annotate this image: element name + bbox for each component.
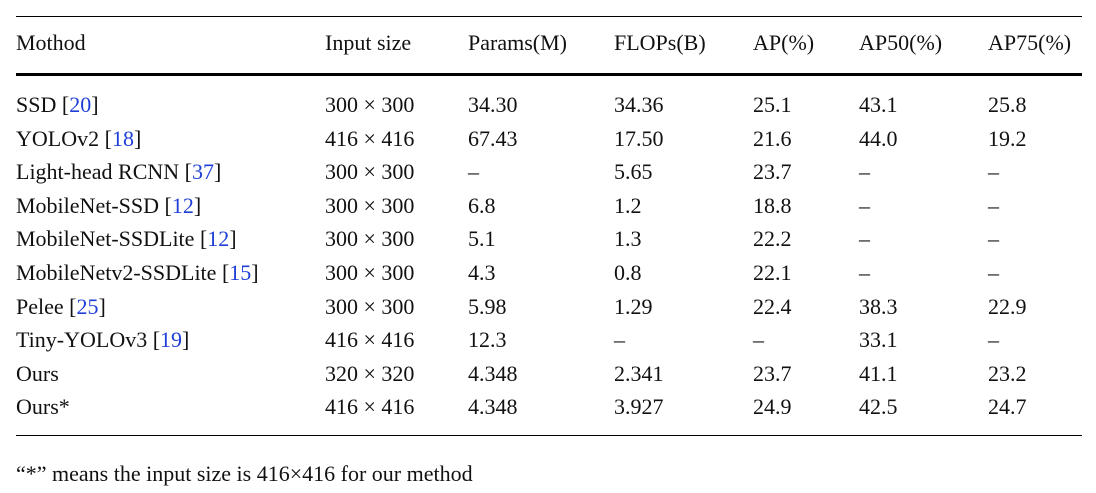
- cell-ap75: 23.2: [988, 360, 1027, 386]
- cell-params: 4.348: [468, 360, 518, 386]
- cell-params: –: [468, 159, 479, 185]
- cell-input-size: 416 × 416: [325, 394, 415, 420]
- cell-flops: 2.341: [614, 360, 664, 386]
- header-ap50: AP50(%): [859, 30, 943, 55]
- cell-flops: 0.8: [614, 260, 642, 285]
- cell-method: Tiny-YOLOv3 [19]: [16, 327, 190, 353]
- cell-ap75: 25.8: [988, 92, 1027, 117]
- header-method: Mothod: [16, 30, 86, 55]
- method-name: Ours: [16, 360, 59, 386]
- cell-method: MobileNet-SSD [12]: [16, 192, 202, 218]
- cell-method: MobileNetv2-SSDLite [15]: [16, 260, 259, 285]
- cell-params: 34.30: [468, 92, 518, 117]
- cell-method: Pelee [25]: [16, 293, 106, 319]
- citation-link[interactable]: 15: [229, 260, 252, 285]
- cell-params: 5.98: [468, 293, 507, 319]
- cell-ap50: –: [859, 226, 870, 252]
- method-name: Pelee: [16, 293, 64, 319]
- cell-ap50: 33.1: [859, 327, 898, 353]
- citation-link[interactable]: 12: [207, 226, 230, 252]
- cell-method: SSD [20]: [16, 92, 99, 117]
- cell-method: Ours: [16, 361, 59, 387]
- cell-params: 6.8: [468, 192, 496, 218]
- method-name: Tiny-YOLOv3: [16, 327, 148, 353]
- cell-ap: 23.7: [753, 360, 792, 386]
- cell-ap: 23.7: [753, 159, 792, 185]
- cell-ap50: –: [859, 192, 870, 218]
- cell-method: Light-head RCNN [37]: [16, 159, 222, 185]
- cell-flops: 17.50: [614, 125, 664, 151]
- cell-ap75: –: [988, 192, 999, 218]
- cell-ap50: 43.1: [859, 92, 898, 117]
- cell-input-size: 300 × 300: [325, 260, 415, 285]
- cell-input-size: 300 × 300: [325, 159, 415, 185]
- cell-params: 67.43: [468, 125, 518, 151]
- cell-input-size: 320 × 320: [325, 360, 415, 386]
- cell-input-size: 300 × 300: [325, 226, 415, 252]
- cell-ap: 18.8: [753, 192, 792, 218]
- top-rule: [16, 16, 1082, 18]
- bottom-rule: [16, 435, 1082, 437]
- cell-ap75: –: [988, 159, 999, 185]
- citation-link[interactable]: 12: [171, 192, 194, 218]
- citation-link[interactable]: 20: [69, 92, 92, 117]
- citation-link[interactable]: 25: [76, 293, 99, 319]
- cell-ap75: 24.7: [988, 394, 1027, 420]
- cell-input-size: 416 × 416: [325, 327, 415, 353]
- cell-input-size: 300 × 300: [325, 293, 415, 319]
- cell-params: 12.3: [468, 327, 507, 353]
- citation-link[interactable]: 19: [160, 327, 183, 353]
- cell-ap: 22.2: [753, 226, 792, 252]
- cell-ap: 22.1: [753, 260, 792, 285]
- cell-ap75: 22.9: [988, 293, 1027, 319]
- method-name: Light-head RCNN: [16, 159, 180, 185]
- cell-ap75: –: [988, 260, 999, 285]
- cell-method: MobileNet-SSDLite [12]: [16, 226, 237, 252]
- method-name: MobileNetv2-SSDLite: [16, 260, 217, 285]
- cell-flops: 5.65: [614, 159, 653, 185]
- citation-link[interactable]: 37: [191, 159, 214, 185]
- cell-ap: 25.1: [753, 92, 792, 117]
- cell-ap75: –: [988, 327, 999, 353]
- method-name: MobileNet-SSD: [16, 192, 159, 218]
- cell-flops: –: [614, 327, 625, 353]
- cell-ap50: 42.5: [859, 394, 898, 420]
- cell-params: 4.3: [468, 260, 496, 285]
- cell-ap50: –: [859, 159, 870, 185]
- cell-flops: 1.3: [614, 226, 642, 252]
- cell-ap50: 44.0: [859, 125, 898, 151]
- cell-flops: 34.36: [614, 92, 664, 117]
- cell-input-size: 300 × 300: [325, 192, 415, 218]
- header-flops: FLOPs(B): [614, 30, 706, 55]
- cell-params: 5.1: [468, 226, 496, 252]
- cell-method: YOLOv2 [18]: [16, 125, 142, 151]
- cell-ap75: 19.2: [988, 125, 1027, 151]
- header-rule: [16, 73, 1082, 76]
- header-ap75: AP75(%): [988, 30, 1072, 55]
- method-name: YOLOv2: [16, 125, 100, 151]
- cell-flops: 3.927: [614, 394, 664, 420]
- cell-ap: 21.6: [753, 125, 792, 151]
- cell-ap: –: [753, 327, 764, 353]
- cell-ap: 24.9: [753, 394, 792, 420]
- cell-ap50: 41.1: [859, 360, 898, 386]
- cell-input-size: 300 × 300: [325, 92, 415, 117]
- header-ap: AP(%): [753, 30, 815, 55]
- cell-ap75: –: [988, 226, 999, 252]
- header-input-size: Input size: [325, 30, 412, 55]
- citation-link[interactable]: 18: [111, 125, 134, 151]
- cell-flops: 1.29: [614, 293, 653, 319]
- cell-ap50: –: [859, 260, 870, 285]
- cell-flops: 1.2: [614, 192, 642, 218]
- header-params: Params(M): [468, 30, 567, 55]
- method-name: Ours*: [16, 394, 70, 420]
- cell-method: Ours*: [16, 394, 70, 420]
- cell-ap: 22.4: [753, 293, 792, 319]
- table-footnote: “*” means the input size is 416×416 for …: [16, 461, 473, 486]
- cell-ap50: 38.3: [859, 293, 898, 319]
- method-name: SSD: [16, 92, 57, 117]
- method-name: MobileNet-SSDLite: [16, 226, 195, 252]
- cell-input-size: 416 × 416: [325, 125, 415, 151]
- cell-params: 4.348: [468, 394, 518, 420]
